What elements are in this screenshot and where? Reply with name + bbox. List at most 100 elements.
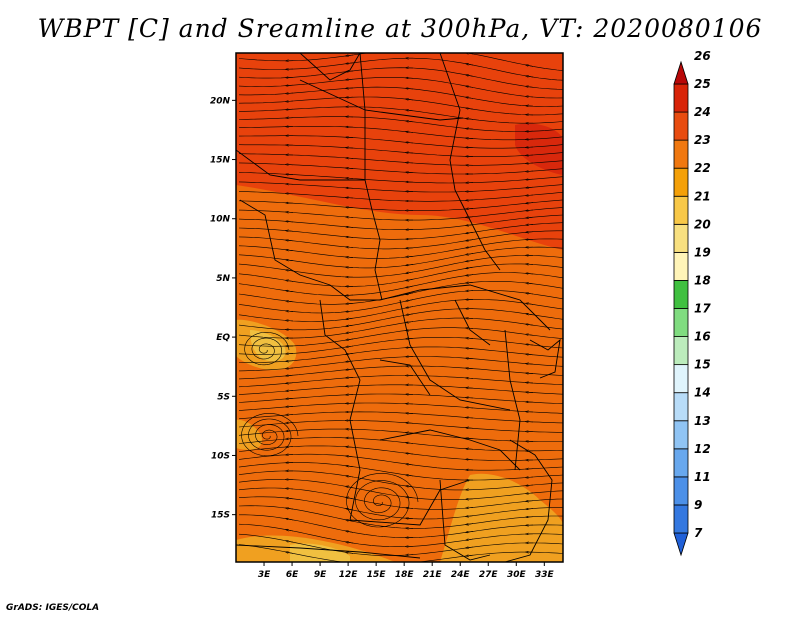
streamline-arrow xyxy=(407,307,414,308)
streamline-arrow xyxy=(467,531,474,532)
streamline-arrow xyxy=(347,346,354,347)
y-tick-label: 15N xyxy=(210,156,231,166)
colorbar-label: 24 xyxy=(694,105,711,119)
country-border xyxy=(299,79,464,121)
vortex-west xyxy=(244,332,290,366)
streamline-arrow xyxy=(407,88,414,89)
streamline-arrow xyxy=(407,423,414,424)
colorbar-box xyxy=(673,392,689,422)
streamline-arrow xyxy=(407,330,414,331)
y-tick-label: 10S xyxy=(211,451,230,461)
country-border xyxy=(379,359,431,396)
streamline-arrow xyxy=(287,260,294,261)
streamline-arrow xyxy=(287,291,294,292)
colorbar-label: 7 xyxy=(694,526,703,540)
streamline-arrow xyxy=(467,108,474,109)
streamline-arrow xyxy=(347,303,354,304)
vortex-south xyxy=(346,473,419,528)
streamline-arrow xyxy=(527,477,534,478)
colorbar-label: 23 xyxy=(694,133,711,147)
streamline-arrow xyxy=(407,142,414,143)
streamline-arrow xyxy=(407,272,414,273)
streamline-arrow xyxy=(467,348,474,349)
colorbar-box xyxy=(673,195,689,225)
streamline-arrow xyxy=(407,285,414,287)
streamline-arrow xyxy=(467,547,474,548)
streamline-arrow xyxy=(527,501,534,502)
colorbar: 7 9 11 12 13 14 15 16 17 18 19 20 21 22 23 24 25 26 xyxy=(673,49,711,557)
grads-credit: GrADS: IGES/COLA xyxy=(6,603,100,613)
colorbar-label: 16 xyxy=(694,330,711,344)
streamline-arrow xyxy=(527,283,534,284)
streamline-arrow xyxy=(407,464,414,465)
colorbar-box xyxy=(673,336,689,366)
streamline-arrow xyxy=(287,398,294,399)
streamline-arrow xyxy=(347,247,354,248)
streamline-arrow xyxy=(347,63,354,64)
streamline-arrow xyxy=(287,221,294,222)
streamline-arrow xyxy=(467,260,474,261)
wbpt-field xyxy=(236,53,563,562)
streamline-arrow xyxy=(527,304,534,305)
streamline-arrow xyxy=(287,361,294,362)
colorbar-box xyxy=(673,364,689,394)
streamline-arrow xyxy=(287,530,294,531)
streamline-arrow xyxy=(347,339,354,340)
streamline-arrow xyxy=(287,383,294,384)
country-border xyxy=(379,429,521,471)
streamline-arrow xyxy=(347,487,354,488)
streamline-arrow xyxy=(527,493,534,494)
streamline-arrow xyxy=(407,110,414,111)
streamline-arrow xyxy=(407,453,414,454)
vortex-southwest xyxy=(241,413,299,457)
streamline-arrow xyxy=(527,203,534,204)
streamline-arrow xyxy=(467,217,474,218)
streamline-arrow xyxy=(467,516,474,517)
colorbar-label: 18 xyxy=(694,273,711,287)
streamline-arrow xyxy=(467,539,474,540)
colorbar-max-triangle xyxy=(673,60,689,85)
field-24-east xyxy=(515,123,563,175)
country-border xyxy=(439,479,491,561)
streamline-arrow xyxy=(527,383,534,384)
streamline-arrow xyxy=(527,87,534,88)
streamline-arrow xyxy=(407,264,414,265)
streamline-arrow xyxy=(407,256,414,257)
streamline-arrow xyxy=(467,86,474,87)
streamline-arrow xyxy=(467,368,474,369)
streamline-arrow xyxy=(287,240,294,241)
streamline-arrow xyxy=(527,76,534,77)
colorbar-label: 15 xyxy=(694,358,711,372)
colorbar-box xyxy=(673,504,689,534)
colorbar-label: 13 xyxy=(694,414,711,428)
streamline-arrow xyxy=(347,456,354,457)
streamline-arrow xyxy=(347,476,354,477)
colorbar-box xyxy=(673,167,689,197)
streamline-arrow xyxy=(467,240,474,241)
streamline-arrow xyxy=(347,311,354,312)
x-tick-label: 27E xyxy=(479,570,499,580)
streamline-arrow xyxy=(527,354,534,355)
colorbar-min-triangle xyxy=(673,532,689,557)
streamline-arrow xyxy=(347,168,354,169)
streamline-arrow xyxy=(287,231,294,232)
colorbar-box xyxy=(673,223,689,253)
streamline-arrow xyxy=(527,195,534,196)
y-tick-label: 5N xyxy=(216,274,230,284)
x-tick-label: 12E xyxy=(339,570,359,580)
streamline-arrow xyxy=(467,338,474,339)
country-border xyxy=(399,299,511,411)
streamline-arrow xyxy=(527,224,534,225)
streamline-arrow xyxy=(467,232,474,233)
streamline-arrow xyxy=(407,121,414,122)
streamline-arrow xyxy=(347,520,354,521)
country-border xyxy=(504,439,553,562)
streamline-arrow xyxy=(287,101,294,102)
streamline-arrow xyxy=(527,65,534,66)
streamline-arrow xyxy=(407,322,414,323)
colorbar-box xyxy=(673,251,689,281)
streamline-arrow xyxy=(347,257,354,258)
streamline-arrow xyxy=(527,232,534,233)
streamline-arrow xyxy=(287,375,294,376)
